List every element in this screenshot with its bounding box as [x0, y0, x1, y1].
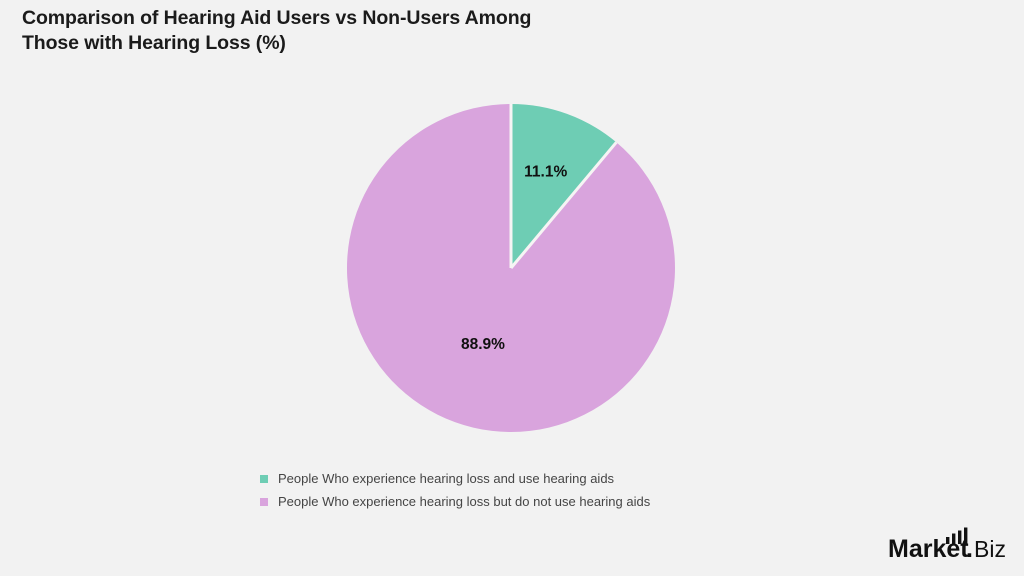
pie-slice-label-purple: 88.9% — [461, 336, 505, 353]
page-title: Comparison of Hearing Aid Users vs Non-U… — [22, 7, 532, 54]
logo-bars-icon — [946, 527, 968, 544]
logo-text-biz: Biz — [974, 536, 1006, 562]
logo-text-dot: . — [966, 535, 973, 562]
legend-swatch-icon-teal — [260, 474, 268, 483]
pie-slice-teal[interactable] — [511, 104, 617, 268]
market-biz-logo-svg: Market . Biz — [888, 527, 1006, 562]
legend-item-hearing-aid-users[interactable]: People Who experience hearing loss and u… — [260, 470, 650, 487]
pie-slice-separators — [509, 104, 618, 269]
pie-slice-label-teal: 11.1% — [524, 164, 567, 181]
legend-swatch-icon-purple — [260, 497, 268, 506]
logo-text-market: Market — [888, 535, 969, 562]
pie-chart: 11.1% 88.9% — [346, 103, 675, 432]
legend-label: People Who experience hearing loss but d… — [278, 494, 651, 509]
market-biz-logo: Market . Biz — [888, 527, 1006, 562]
pie-chart-svg: 11.1% 88.9% — [346, 103, 675, 432]
legend-item-hearing-aid-non-users[interactable]: People Who experience hearing loss but d… — [260, 493, 650, 510]
legend-label: People Who experience hearing loss and u… — [278, 471, 615, 486]
chart-legend: People Who experience hearing loss and u… — [260, 470, 650, 510]
